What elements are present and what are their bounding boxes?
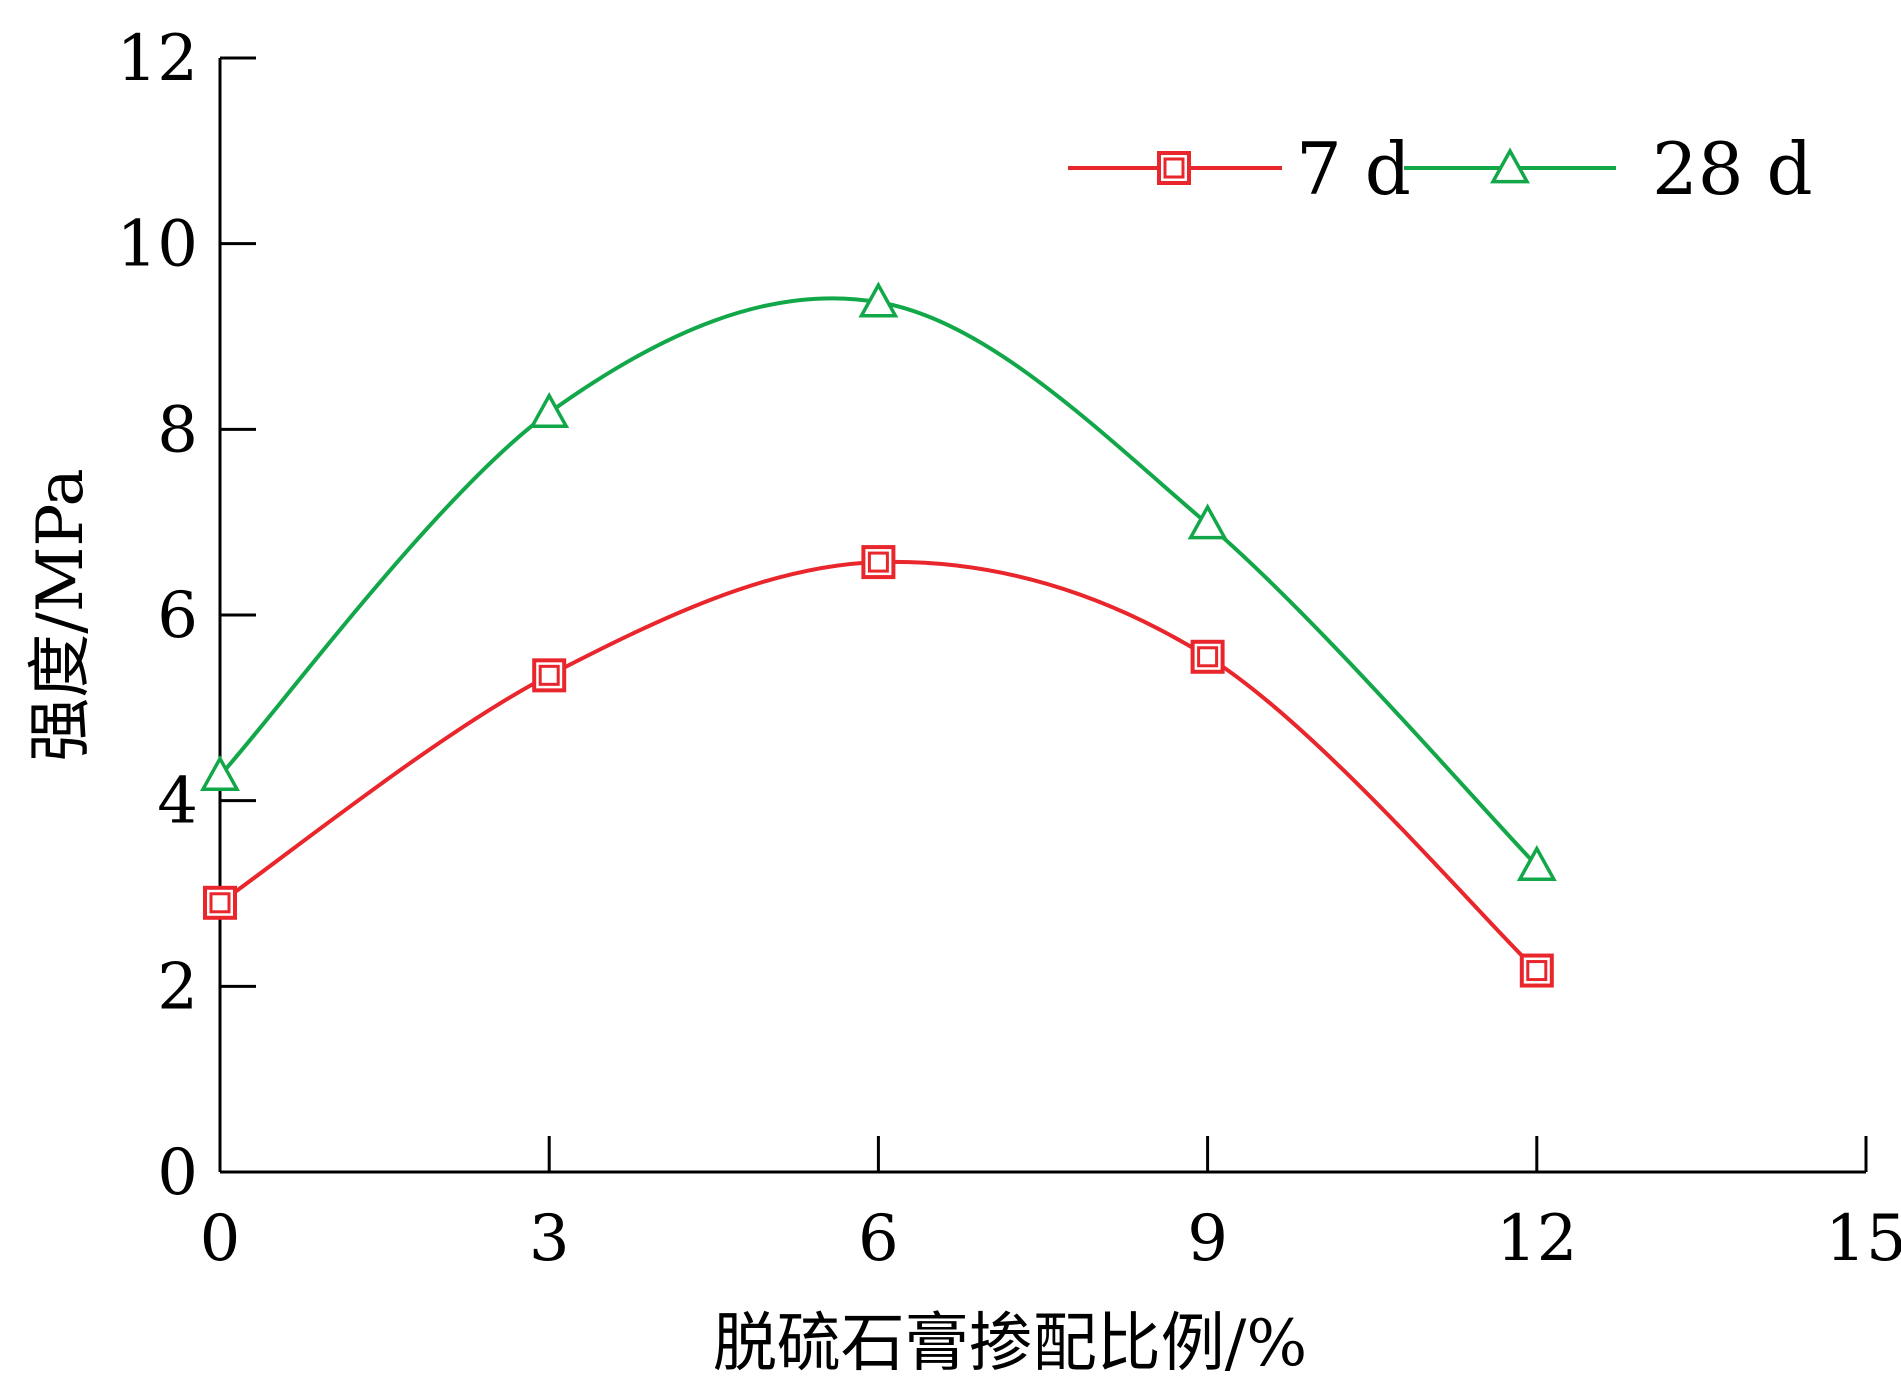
data-point-inner <box>867 551 889 573</box>
legend-item: 28 d <box>1404 127 1813 211</box>
y-tick-label: 8 <box>157 393 198 467</box>
legend-label: 7 d <box>1296 127 1411 211</box>
data-point <box>200 754 240 791</box>
x-tick-label: 0 <box>200 1202 241 1276</box>
data-point-inner <box>538 664 560 686</box>
x-tick-label: 12 <box>1496 1202 1577 1276</box>
series-line <box>218 296 1539 868</box>
data-point <box>1516 845 1557 881</box>
y-tick-label: 4 <box>157 765 198 839</box>
y-axis-title: 强度/MPa <box>24 468 98 761</box>
y-tick-label: 10 <box>117 208 198 282</box>
x-tick-label: 6 <box>858 1202 899 1276</box>
legend: 7 d 28 d <box>1068 127 1813 211</box>
plot-area <box>200 281 1557 988</box>
series-1 <box>203 545 1554 988</box>
x-axis-title: 脱硫石膏掺配比例/% <box>713 1307 1307 1381</box>
y-ticks: 0 2 4 6 8 10 12 <box>117 22 256 1210</box>
series-2 <box>200 281 1557 881</box>
x-ticks: 0 3 6 9 12 15 <box>200 1136 1901 1276</box>
x-tick-label: 15 <box>1825 1202 1901 1276</box>
data-point <box>529 392 570 428</box>
data-point-inner <box>209 892 231 914</box>
legend-label: 28 d <box>1652 127 1813 211</box>
data-point <box>1187 503 1228 540</box>
data-point-inner <box>1526 960 1548 982</box>
legend-marker-inner <box>1163 157 1185 179</box>
y-tick-label: 6 <box>157 579 198 653</box>
y-tick-label: 12 <box>117 22 198 96</box>
series-line <box>218 559 1539 972</box>
x-tick-label: 9 <box>1187 1202 1228 1276</box>
x-tick-label: 3 <box>529 1202 570 1276</box>
y-tick-label: 0 <box>157 1136 198 1210</box>
data-point-inner <box>1197 646 1219 668</box>
axes <box>218 58 1866 1174</box>
data-point <box>858 281 899 318</box>
y-tick-label: 2 <box>157 950 198 1024</box>
legend-marker <box>1490 147 1530 184</box>
legend-item: 7 d <box>1068 127 1411 211</box>
